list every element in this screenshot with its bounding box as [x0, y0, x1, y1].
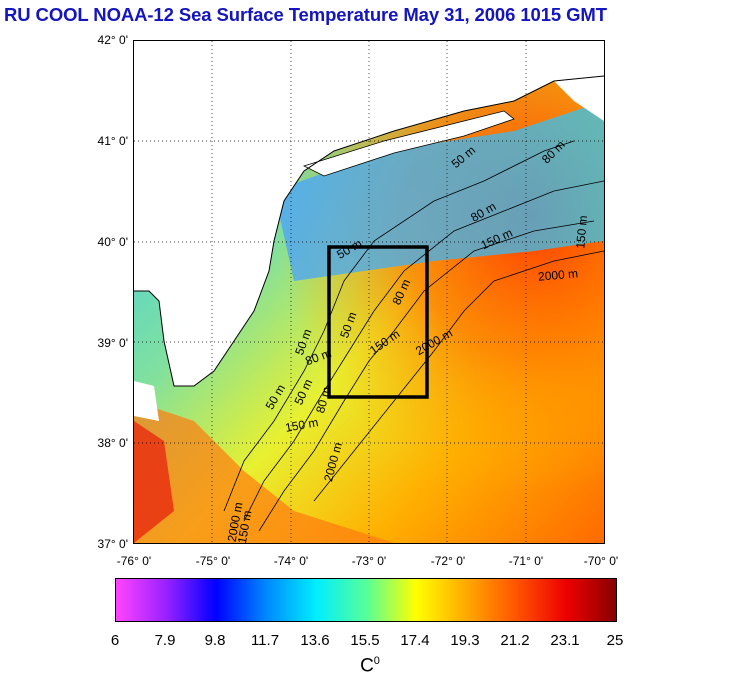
- unit-base: C: [360, 655, 374, 677]
- colorbar-label: 6: [110, 632, 120, 649]
- temperature-colorbar: [115, 578, 617, 622]
- lon-tick-label: -74° 0': [273, 554, 309, 568]
- colorbar-label: 13.6: [300, 632, 330, 649]
- cool-shelf-water: [274, 101, 604, 281]
- sst-map-canvas: [134, 41, 604, 543]
- lat-tick-label: 42° 0': [97, 33, 128, 47]
- sst-map: [133, 40, 605, 544]
- colorbar-label: 15.5: [350, 632, 380, 649]
- contour-label: 150 m: [573, 214, 591, 250]
- colorbar-label: 7.9: [154, 632, 176, 649]
- lat-tick-label: 40° 0': [97, 235, 128, 249]
- study-area-box: [327, 245, 429, 399]
- colorbar-label: 9.8: [204, 632, 226, 649]
- colorbar-label: 23.1: [550, 632, 580, 649]
- unit-superscript: 0: [373, 655, 380, 667]
- bathymetry-contours: [223, 140, 604, 532]
- lat-tick-label: 37° 0': [97, 537, 128, 551]
- colorbar-label: 19.3: [450, 632, 480, 649]
- colorbar-label: 25: [606, 632, 624, 649]
- hot-bay-water: [134, 421, 174, 543]
- lon-tick-label: -71° 0': [508, 554, 544, 568]
- coastline: [134, 75, 604, 387]
- map-title: RU COOL NOAA-12 Sea Surface Temperature …: [4, 4, 607, 25]
- colorbar-label: 21.2: [500, 632, 530, 649]
- lon-tick-label: -72° 0': [430, 554, 466, 568]
- lat-tick-label: 41° 0': [97, 134, 128, 148]
- colorbar-unit: C0: [340, 655, 400, 677]
- lon-tick-label: -70° 0': [583, 554, 619, 568]
- lon-tick-label: -75° 0': [195, 554, 231, 568]
- lat-tick-label: 39° 0': [97, 336, 128, 350]
- long-island: [302, 110, 515, 177]
- delmarva-land: [134, 381, 159, 421]
- land-mass: [134, 41, 604, 386]
- cape-cod-land: [554, 61, 604, 121]
- lat-tick-label: 38° 0': [97, 436, 128, 450]
- colorbar-label: 11.7: [250, 632, 280, 649]
- lon-tick-label: -76° 0': [116, 554, 152, 568]
- colorbar-label: 17.4: [400, 632, 430, 649]
- lon-tick-label: -73° 0': [351, 554, 387, 568]
- warm-coastal-water: [134, 401, 394, 543]
